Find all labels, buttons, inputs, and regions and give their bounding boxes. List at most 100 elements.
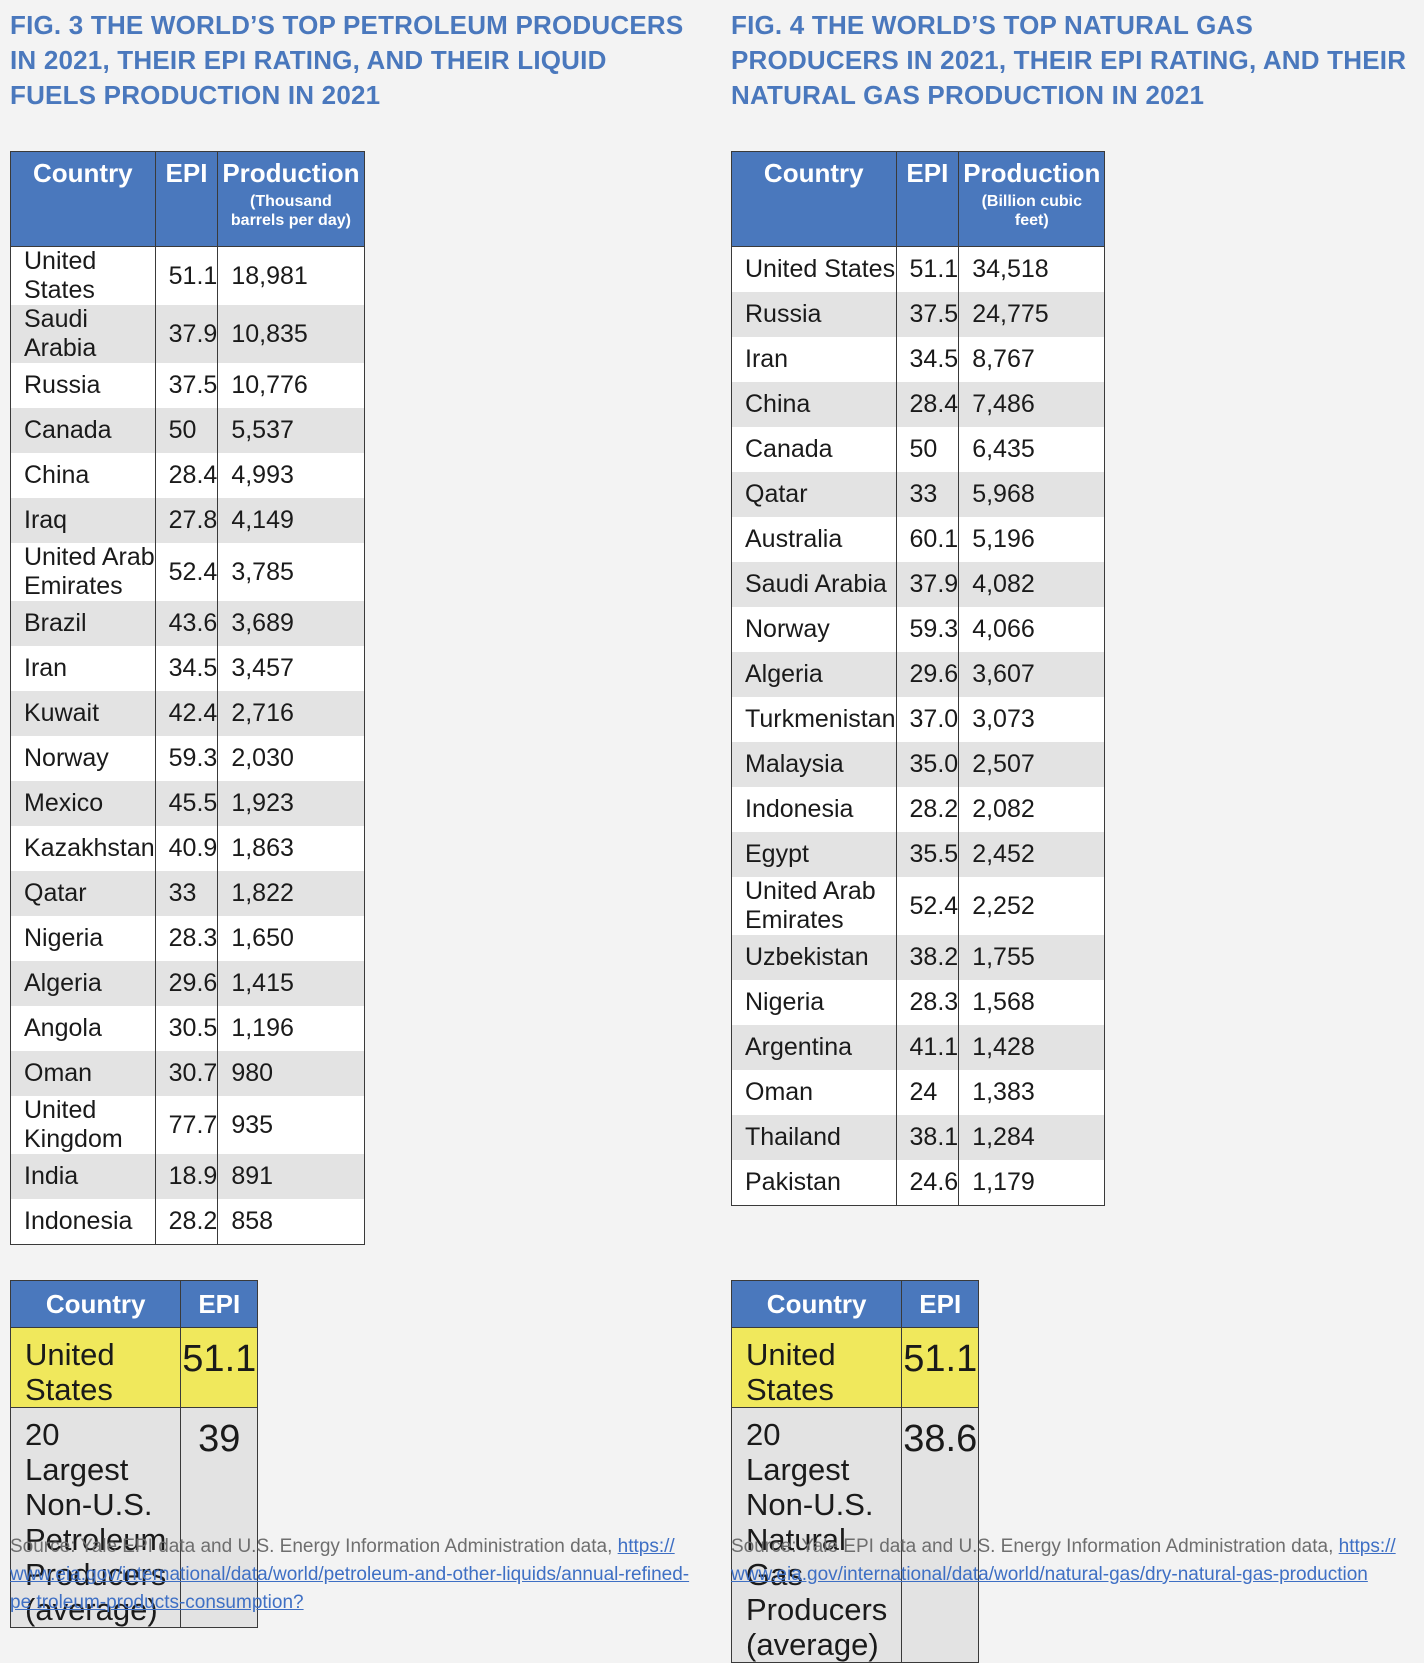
cell-country: Kazakhstan: [10, 826, 156, 871]
table-row: Iran 34.5 3,457: [10, 646, 365, 691]
cell-country: Saudi Arabia: [10, 305, 156, 363]
cell-country: Qatar: [10, 871, 156, 916]
cell-country: Nigeria: [731, 980, 897, 1025]
table-row: Oman 30.7 980: [10, 1051, 365, 1096]
cell-country: Algeria: [10, 961, 156, 1006]
cell-epi: 33: [154, 871, 219, 916]
cell-country: Indonesia: [731, 787, 897, 832]
table-row: Indonesia 28.2 2,082: [731, 787, 1106, 832]
summary-us-epi: 51.1: [180, 1327, 259, 1408]
cell-production: 2,252: [958, 877, 1106, 935]
cell-epi: 77.7: [154, 1096, 219, 1154]
source-text: Source: Yale EPI data and U.S. Energy In…: [731, 1536, 1339, 1557]
cell-country: China: [731, 382, 897, 427]
cell-epi: 59.3: [895, 607, 960, 652]
table-row: Nigeria 28.3 1,568: [731, 980, 1106, 1025]
cell-production: 1,428: [958, 1025, 1106, 1070]
cell-country: Pakistan: [731, 1160, 897, 1206]
cell-epi: 37.5: [895, 292, 960, 337]
cell-production: 5,968: [958, 472, 1106, 517]
table-row: Uzbekistan 38.2 1,755: [731, 935, 1106, 980]
cell-epi: 28.3: [895, 980, 960, 1025]
cell-country: Russia: [10, 363, 156, 408]
cell-country: Turkmenistan: [731, 697, 897, 742]
table-row: Indonesia 28.2 858: [10, 1199, 365, 1245]
summary-row-us: United States 51.1: [730, 1327, 980, 1408]
cell-epi: 33: [895, 472, 960, 517]
source-link[interactable]: https:// www.eia.gov/international/data/…: [10, 1536, 690, 1613]
summary-row-average: 20 Largest Non-U.S. Natural Gas Producer…: [730, 1407, 980, 1663]
cell-epi: 34.5: [895, 337, 960, 382]
summary-row-us: United States 51.1: [9, 1327, 259, 1408]
cell-country: Norway: [10, 736, 156, 781]
summary-header-epi: EPI: [180, 1280, 259, 1328]
table-row: Kazakhstan 40.9 1,863: [10, 826, 365, 871]
summary-header-country: Country: [9, 1280, 182, 1328]
header-country: Country: [10, 151, 156, 247]
table-row: Norway 59.3 4,066: [731, 607, 1106, 652]
table-row: Canada 50 6,435: [731, 427, 1106, 472]
cell-production: 5,196: [958, 517, 1106, 562]
header-production: Production (Billion cubic feet): [958, 151, 1106, 247]
cell-country: Iran: [731, 337, 897, 382]
cell-production: 1,179: [958, 1160, 1106, 1206]
summary-average-epi: 38.6: [901, 1407, 980, 1663]
table-row: Russia 37.5 10,776: [10, 363, 365, 408]
cell-epi: 51.1: [154, 246, 219, 305]
table-row: United Arab Emirates 52.4 2,252: [731, 877, 1106, 935]
cell-epi: 35.0: [895, 742, 960, 787]
table-row: Algeria 29.6 1,415: [10, 961, 365, 1006]
cell-country: Russia: [731, 292, 897, 337]
cell-epi: 42.4: [154, 691, 219, 736]
table-row: Oman 24 1,383: [731, 1070, 1106, 1115]
table-row: Argentina 41.1 1,428: [731, 1025, 1106, 1070]
table-row: Algeria 29.6 3,607: [731, 652, 1106, 697]
petroleum-producers-table: Country EPI Production (Thousand barrels…: [10, 151, 365, 1245]
cell-epi: 18.9: [154, 1154, 219, 1199]
cell-epi: 51.1: [895, 246, 960, 292]
cell-production: 1,650: [217, 916, 365, 961]
cell-epi: 40.9: [154, 826, 219, 871]
cell-epi: 38.2: [895, 935, 960, 980]
cell-epi: 60.1: [895, 517, 960, 562]
cell-epi: 37.9: [154, 305, 219, 363]
cell-epi: 37.5: [154, 363, 219, 408]
cell-production: 1,822: [217, 871, 365, 916]
cell-epi: 27.8: [154, 498, 219, 543]
cell-epi: 28.2: [895, 787, 960, 832]
cell-epi: 28.3: [154, 916, 219, 961]
cell-production: 4,082: [958, 562, 1106, 607]
source-link[interactable]: https:// www.eia.gov/international/data/…: [731, 1536, 1396, 1585]
cell-epi: 37.0: [895, 697, 960, 742]
cell-production: 4,149: [217, 498, 365, 543]
source-note: Source: Yale EPI data and U.S. Energy In…: [731, 1533, 1411, 1589]
cell-production: 6,435: [958, 427, 1106, 472]
table-row: Egypt 35.5 2,452: [731, 832, 1106, 877]
cell-epi: 29.6: [154, 961, 219, 1006]
cell-production: 3,073: [958, 697, 1106, 742]
header-production: Production (Thousand barrels per day): [217, 151, 365, 247]
cell-production: 980: [217, 1051, 365, 1096]
cell-country: Algeria: [731, 652, 897, 697]
cell-country: Iraq: [10, 498, 156, 543]
header-epi: EPI: [154, 151, 219, 247]
cell-country: Saudi Arabia: [731, 562, 897, 607]
cell-production: 3,785: [217, 543, 365, 601]
natural-gas-producers-table: Country EPI Production (Billion cubic fe…: [731, 151, 1106, 1206]
cell-country: Indonesia: [10, 1199, 156, 1245]
cell-epi: 35.5: [895, 832, 960, 877]
cell-production: 1,863: [217, 826, 365, 871]
table-row: Angola 30.5 1,196: [10, 1006, 365, 1051]
cell-epi: 28.4: [895, 382, 960, 427]
cell-country: Norway: [731, 607, 897, 652]
table-row: Australia 60.1 5,196: [731, 517, 1106, 562]
cell-epi: 37.9: [895, 562, 960, 607]
table-row: Canada 50 5,537: [10, 408, 365, 453]
table-row: Saudi Arabia 37.9 4,082: [731, 562, 1106, 607]
cell-country: United Arab Emirates: [731, 877, 897, 935]
cell-country: Iran: [10, 646, 156, 691]
cell-country: Uzbekistan: [731, 935, 897, 980]
summary-us-country: United States: [9, 1327, 182, 1408]
cell-epi: 45.5: [154, 781, 219, 826]
table-row: United Kingdom 77.7 935: [10, 1096, 365, 1154]
